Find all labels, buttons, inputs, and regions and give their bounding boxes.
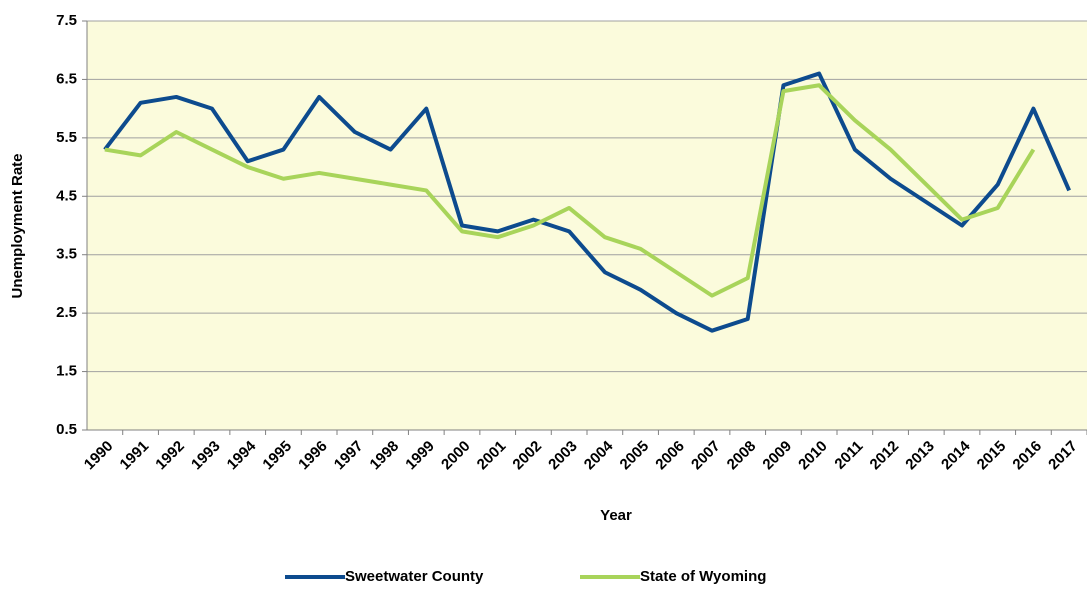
legend-label: State of Wyoming: [640, 568, 766, 585]
x-tick-label: 2004: [581, 437, 617, 473]
x-tick-label: 2007: [688, 438, 724, 474]
x-tick-label: 2003: [545, 438, 581, 474]
x-tick-label: 2002: [509, 438, 545, 474]
x-axis-label: Year: [600, 507, 632, 524]
x-tick-label: 1990: [81, 438, 117, 474]
x-tick-label: 2015: [974, 438, 1010, 474]
x-tick-label: 1994: [224, 437, 260, 473]
x-tick-label: 2011: [831, 438, 866, 473]
x-tick-label: 2001: [474, 438, 510, 474]
x-tick-label: 1991: [117, 438, 153, 474]
plot-area: [87, 21, 1087, 430]
x-tick-label: 1998: [367, 438, 403, 474]
x-tick-label: 2017: [1045, 438, 1081, 474]
series-line: [103, 71, 1071, 333]
legend-label: Sweetwater County: [345, 568, 484, 585]
y-tick-label: 3.5: [56, 246, 77, 263]
x-tick-label: 2016: [1009, 438, 1045, 474]
y-tick-label: 2.5: [56, 304, 77, 321]
x-tick-label: 1997: [331, 438, 367, 474]
x-tick-label: 2014: [938, 437, 974, 473]
y-tick-label: 6.5: [56, 70, 77, 87]
x-tick-label: 1996: [295, 438, 331, 474]
x-tick-label: 1995: [259, 438, 295, 474]
y-tick-label: 5.5: [56, 129, 77, 146]
x-tick-label: 2009: [759, 438, 795, 474]
x-tick-label: 2013: [902, 438, 938, 474]
x-tick-label: 2010: [795, 438, 831, 474]
x-tick-label: 1992: [152, 438, 188, 474]
y-tick-label: 7.5: [56, 12, 77, 29]
y-axis-label: Unemployment Rate: [9, 153, 26, 298]
y-tick-label: 0.5: [56, 421, 77, 438]
x-tick-label: 2006: [652, 438, 688, 474]
series-line: [104, 83, 1036, 298]
y-tick-label: 4.5: [56, 187, 77, 204]
x-tick-label: 2000: [438, 438, 474, 474]
x-tick-label: 2012: [867, 438, 903, 474]
x-tick-label: 1993: [188, 438, 224, 474]
x-tick-label: 2008: [724, 438, 760, 474]
y-tick-label: 1.5: [56, 363, 77, 380]
x-tick-label: 1999: [402, 438, 438, 474]
x-tick-label: 2005: [617, 438, 653, 474]
